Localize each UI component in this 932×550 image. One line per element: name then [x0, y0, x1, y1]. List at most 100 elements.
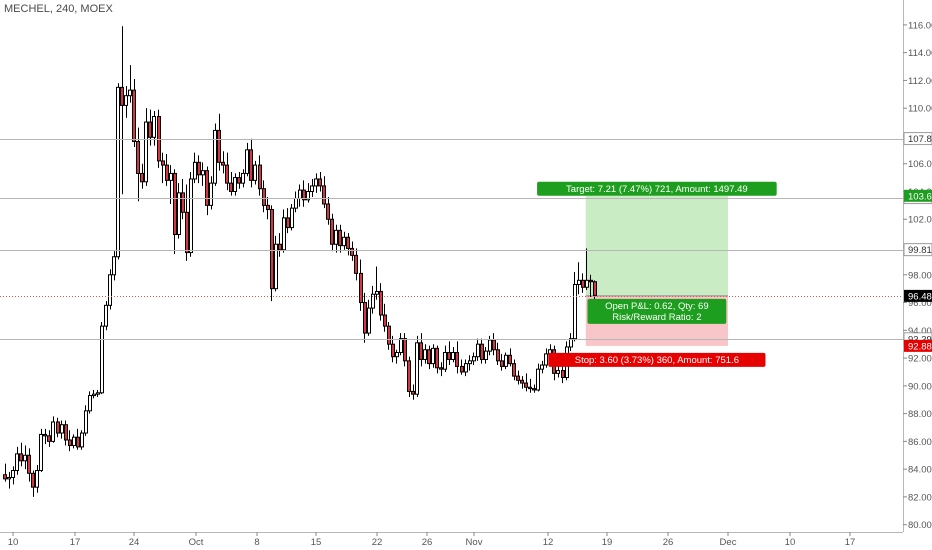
- candle-down: [520, 379, 524, 384]
- last-price-badge: 96.48: [908, 291, 932, 302]
- candle-down: [326, 203, 330, 220]
- candle-down: [346, 236, 350, 249]
- candle-down: [217, 129, 221, 163]
- x-tick-label: Oct: [189, 537, 204, 548]
- y-tick-label: 114.00: [908, 48, 932, 59]
- candle-down: [225, 164, 229, 184]
- candle-down: [140, 172, 144, 183]
- candle-down: [330, 218, 334, 245]
- candle-up: [108, 274, 112, 306]
- candle-down: [524, 382, 528, 388]
- candle-down: [528, 386, 532, 390]
- last-price-badge-bg: [904, 289, 932, 302]
- candle-up: [306, 190, 310, 201]
- pnl-label-bg: [587, 298, 727, 324]
- candle-up: [51, 421, 55, 442]
- candle-up: [7, 476, 11, 480]
- y-tick-label: 88.00: [908, 409, 932, 420]
- x-tick-label: 22: [372, 537, 383, 548]
- candle-down: [64, 424, 68, 441]
- candle-down: [593, 281, 597, 297]
- candle-down: [229, 182, 233, 192]
- candle-up: [96, 392, 100, 395]
- candle-up: [294, 197, 298, 209]
- candle-down: [262, 188, 266, 206]
- candle-down: [363, 302, 367, 334]
- pnl-label: Open P&L: 0.62, Qty: 69: [605, 301, 709, 312]
- candle-up: [282, 217, 286, 251]
- candle-up: [585, 279, 589, 288]
- stop-price-badge-bg: [904, 339, 932, 352]
- candle-down: [427, 349, 431, 365]
- candle-up: [201, 170, 205, 176]
- candle-up: [484, 350, 488, 360]
- candle-up: [88, 395, 92, 412]
- candle-up: [104, 304, 108, 327]
- candle-down: [435, 347, 439, 369]
- candle-down: [120, 86, 124, 106]
- candle-down: [508, 354, 512, 365]
- candle-up: [443, 352, 447, 370]
- x-tick-label: Dec: [720, 537, 737, 548]
- candle-down: [391, 343, 395, 358]
- candle-down: [43, 433, 47, 437]
- candle-down: [480, 343, 484, 360]
- candle-up: [544, 353, 548, 366]
- target-price-badge: 103.69: [908, 191, 932, 202]
- candle-down: [270, 209, 274, 290]
- candle-up: [80, 432, 84, 448]
- y-tick-label: 110.00: [908, 104, 932, 115]
- symbol-title: MECHEL, 240, MOEX: [4, 3, 113, 15]
- y-tick-label: 116.00: [908, 20, 932, 31]
- target-zone[interactable]: [585, 195, 728, 296]
- horizontal-levels[interactable]: [0, 139, 903, 340]
- candle-down: [76, 436, 80, 448]
- stop-label: Stop: 3.60 (3.73%) 360, Amount: 751.6: [575, 355, 739, 366]
- candle-down: [286, 217, 290, 229]
- candle-up: [274, 243, 278, 290]
- candle-up: [253, 164, 257, 181]
- candle-down: [165, 164, 169, 181]
- candle-up: [39, 433, 43, 472]
- y-tick-label: 96.00: [908, 298, 932, 309]
- candle-down: [561, 370, 565, 379]
- candle-down: [387, 325, 391, 345]
- candle-down: [496, 349, 500, 362]
- candle-up: [84, 410, 88, 434]
- candle-down: [359, 272, 363, 304]
- candle-up: [92, 393, 96, 397]
- candle-up: [577, 279, 581, 285]
- x-tick-label: 24: [129, 537, 140, 548]
- candle-up: [314, 178, 318, 187]
- y-tick-label: 102.00: [908, 215, 932, 226]
- candle-up: [193, 161, 197, 180]
- candle-down: [589, 279, 593, 283]
- candle-up: [488, 339, 492, 352]
- x-tick-label: 10: [8, 537, 19, 548]
- candle-down: [181, 192, 185, 213]
- target-label: Target: 7.21 (7.47%) 721, Amount: 1497.4…: [566, 184, 748, 195]
- candle-down: [318, 178, 322, 187]
- candle-up: [573, 283, 577, 340]
- candle-down: [532, 388, 536, 391]
- candle-up: [464, 363, 468, 373]
- candle-down: [31, 472, 35, 488]
- candle-down: [132, 89, 136, 142]
- candle-down: [68, 439, 72, 447]
- x-tick-label: 10: [785, 537, 796, 548]
- time-axis[interactable]: 10 17 24 Oct 8 15 22 26 Nov 12 19 26 Dec 10 17: [8, 532, 856, 548]
- level-price-badge: 107.81: [908, 134, 932, 145]
- candle-down: [516, 375, 520, 381]
- stop-label-bg: [548, 352, 766, 367]
- candle-up: [468, 360, 472, 365]
- candle-down: [302, 189, 306, 201]
- candle-down: [266, 204, 270, 211]
- candle-down: [419, 342, 423, 360]
- candle-down: [581, 279, 585, 288]
- candle-up: [189, 178, 193, 254]
- candle-up: [298, 189, 302, 199]
- candle-down: [148, 121, 152, 138]
